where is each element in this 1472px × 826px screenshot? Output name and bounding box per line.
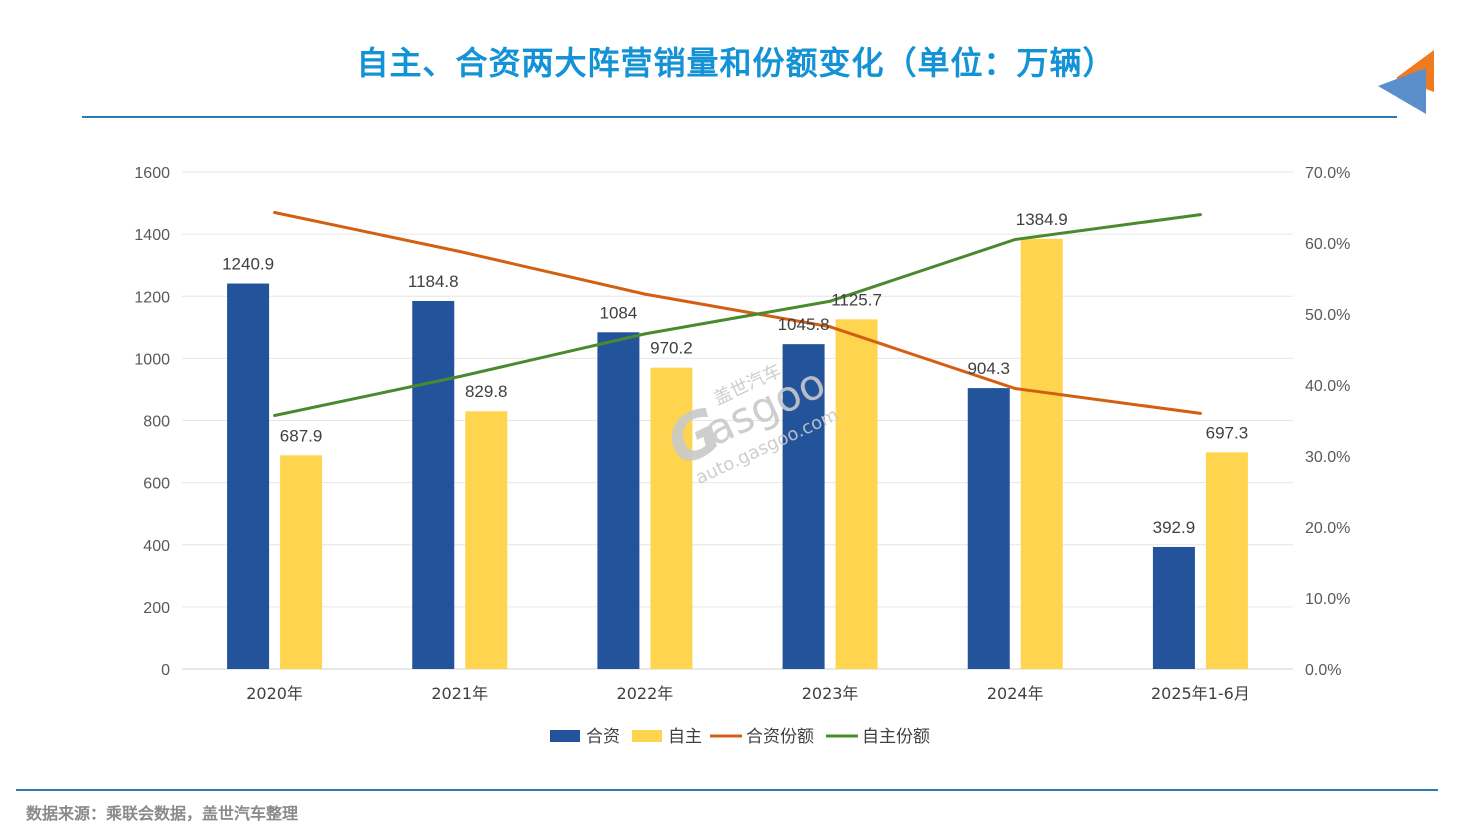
page-title: 自主、合资两大阵营销量和份额变化（单位：万辆）	[356, 44, 1116, 82]
data-label-own: 970.2	[650, 339, 693, 358]
data-label-own: 829.8	[465, 382, 508, 401]
point-jv-share	[458, 250, 462, 254]
point-jv-share	[1013, 387, 1017, 391]
legend-swatch-1	[632, 730, 662, 742]
bars	[227, 238, 1248, 670]
corner-logo-icon	[1378, 50, 1434, 114]
bar-own	[280, 455, 323, 669]
legend-label-3: 自主份额	[862, 727, 930, 747]
left-tick-label: 0	[161, 662, 170, 679]
right-tick-label: 50.0%	[1305, 307, 1350, 324]
left-tick-label: 800	[143, 414, 170, 431]
bar-own	[465, 411, 508, 669]
point-own-share	[643, 332, 647, 336]
right-tick-label: 60.0%	[1305, 236, 1350, 253]
data-label-jv: 1045.8	[778, 315, 830, 334]
share-lines	[273, 210, 1202, 418]
point-own-share	[1198, 213, 1202, 217]
point-own-share	[458, 374, 462, 378]
legend-label-2: 合资份额	[746, 727, 814, 747]
category-labels: 2020年 2021年 2022年 2023年 2024年 2025年1-6月	[246, 684, 1250, 703]
data-label-jv: 1240.9	[222, 255, 274, 274]
legend-label-1: 自主	[668, 727, 702, 747]
bar-jv	[597, 332, 640, 669]
bar-jv	[1152, 546, 1195, 669]
line-jv-share	[274, 211, 1201, 415]
data-label-jv: 904.3	[967, 359, 1010, 378]
source-note: 数据来源：乘联会数据，盖世汽车整理	[26, 804, 299, 823]
point-jv-share	[273, 210, 277, 214]
left-tick-label: 1200	[134, 289, 170, 306]
right-axis-ticks: 0.0% 10.0% 20.0% 30.0% 40.0% 50.0% 60.0% 70.0%	[1305, 165, 1350, 679]
legend-label-0: 合资	[586, 727, 620, 747]
bar-jv	[782, 344, 825, 669]
bar-jv	[967, 388, 1010, 669]
footer-divider	[16, 789, 1438, 791]
bar-own	[650, 367, 693, 669]
data-label-jv: 1184.8	[408, 272, 459, 291]
bar-own	[835, 319, 878, 669]
point-jv-share	[643, 292, 647, 296]
right-tick-label: 20.0%	[1305, 520, 1350, 537]
category-label: 2023年	[802, 684, 859, 703]
category-label: 2022年	[617, 684, 674, 703]
data-label-own: 1384.9	[1016, 210, 1068, 229]
point-jv-share	[1198, 411, 1202, 415]
sales-share-chart: 0 200 400 600 800 1000 1200 1400 1600 0.0% 10.0% 2…	[134, 165, 1350, 747]
left-tick-label: 1000	[134, 351, 170, 368]
left-tick-label: 1400	[134, 227, 170, 244]
point-jv-share	[828, 325, 832, 329]
point-own-share	[828, 299, 832, 303]
legend: 合资 自主 合资份额 自主份额	[550, 727, 930, 747]
right-tick-label: 40.0%	[1305, 378, 1350, 395]
gridlines	[182, 171, 1293, 670]
data-label-own: 697.3	[1206, 423, 1249, 442]
bar-jv	[227, 283, 270, 669]
category-label: 2025年1-6月	[1151, 684, 1250, 703]
bar-jv	[412, 300, 455, 669]
category-label: 2020年	[246, 684, 303, 703]
right-tick-label: 70.0%	[1305, 165, 1350, 182]
legend-swatch-0	[550, 730, 580, 742]
left-tick-label: 1600	[134, 165, 170, 182]
category-label: 2024年	[987, 684, 1044, 703]
line-own-share	[274, 213, 1201, 417]
point-own-share	[1013, 237, 1017, 241]
category-label: 2021年	[431, 684, 488, 703]
right-tick-label: 0.0%	[1305, 662, 1341, 679]
data-label-jv: 1084	[600, 303, 638, 322]
left-tick-label: 200	[143, 600, 170, 617]
right-tick-label: 30.0%	[1305, 449, 1350, 466]
point-own-share	[273, 414, 277, 418]
data-label-own: 687.9	[280, 426, 323, 445]
data-label-jv: 392.9	[1153, 518, 1196, 537]
bar-own	[1020, 238, 1063, 670]
data-label-own: 1125.7	[831, 290, 882, 309]
title-divider	[82, 116, 1397, 118]
right-tick-label: 10.0%	[1305, 591, 1350, 608]
left-tick-label: 400	[143, 538, 170, 555]
left-tick-label: 600	[143, 476, 170, 493]
data-labels: 1240.9 1184.8 1084 1045.8 904.3 392.9 687.9 829…	[222, 210, 1248, 537]
left-axis-ticks: 0 200 400 600 800 1000 1200 1400 1600	[134, 165, 170, 679]
bar-own	[1205, 452, 1248, 669]
